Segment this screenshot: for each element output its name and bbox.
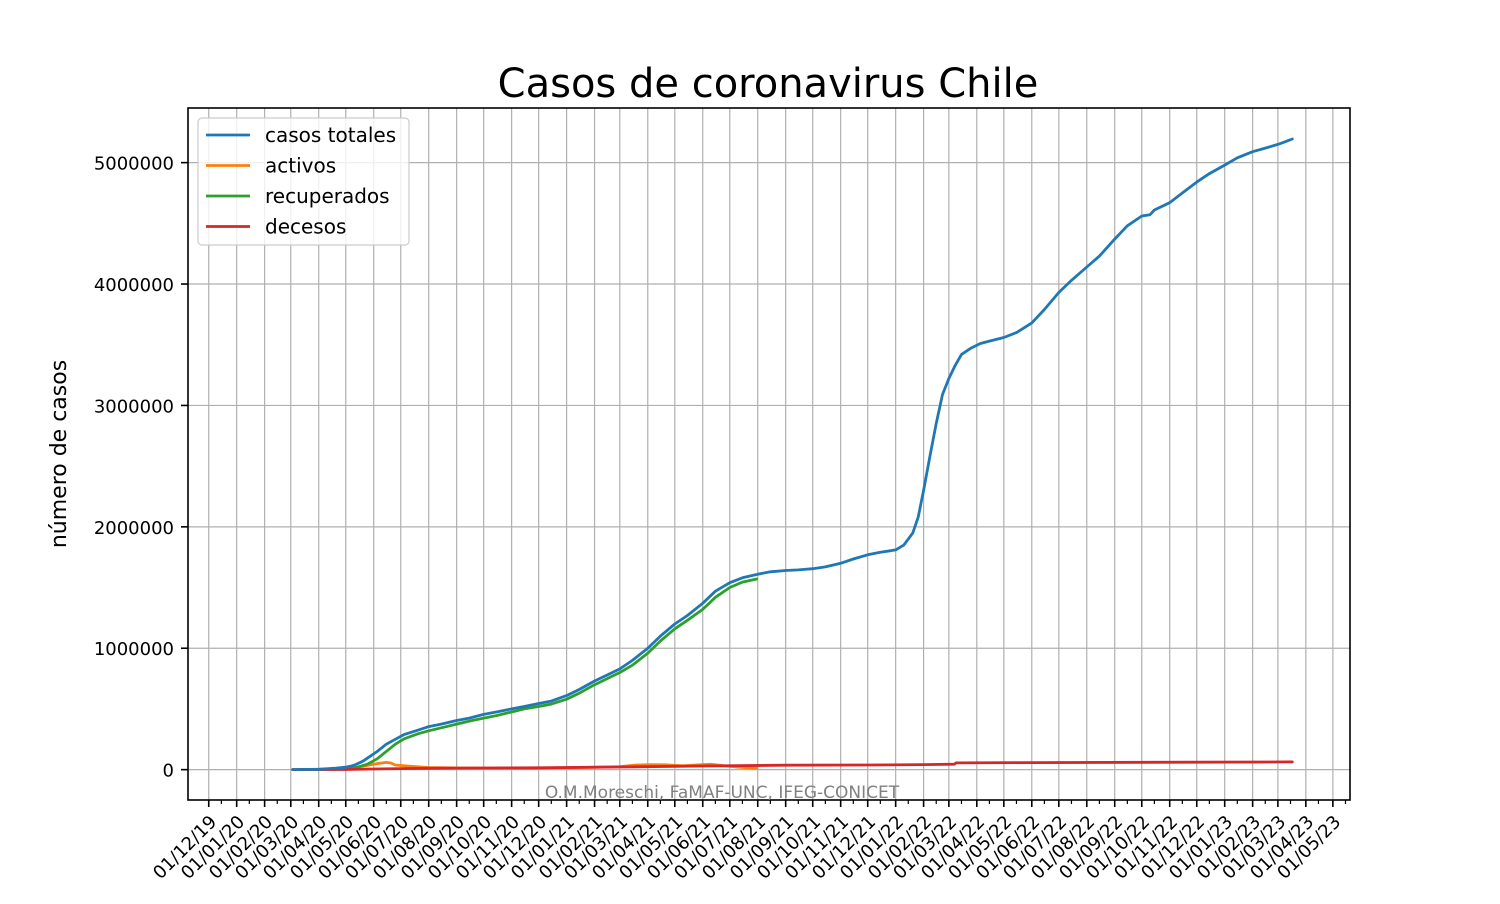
y-tick-label: 1000000 (94, 639, 174, 660)
legend-box (197, 117, 410, 246)
y-tick-label: 5000000 (94, 154, 174, 175)
series-line-decesos (291, 760, 1294, 771)
y-tick-label: 4000000 (94, 275, 174, 296)
x-axis-ticks: 01/12/1901/01/2001/02/2001/03/2001/04/20… (149, 800, 1347, 884)
y-axis-label: número de casos (47, 360, 72, 548)
legend-label-activos: activos (265, 154, 336, 178)
series-line-casos-totales (291, 137, 1294, 771)
plot-area-frame (187, 107, 1351, 801)
watermark: O.M.Moreschi, FaMAF-UNC, IFEG-CONICET (545, 783, 900, 803)
y-axis-ticks: 0 1000000 2000000 3000000 4000000 5000000 (94, 154, 188, 782)
legend: casos totales activos recuperados decesos (197, 117, 410, 246)
series-lines (291, 137, 1294, 771)
legend-label-decesos: decesos (265, 215, 346, 239)
y-tick-label: 0 (163, 761, 174, 782)
chart-title: Casos de coronavirus Chile (498, 61, 1039, 107)
series-line-recuperados (297, 577, 759, 771)
legend-label-casos-totales: casos totales (265, 123, 396, 147)
y-tick-label: 3000000 (94, 396, 174, 417)
legend-label-recuperados: recuperados (265, 184, 390, 208)
y-tick-label: 2000000 (94, 518, 174, 539)
